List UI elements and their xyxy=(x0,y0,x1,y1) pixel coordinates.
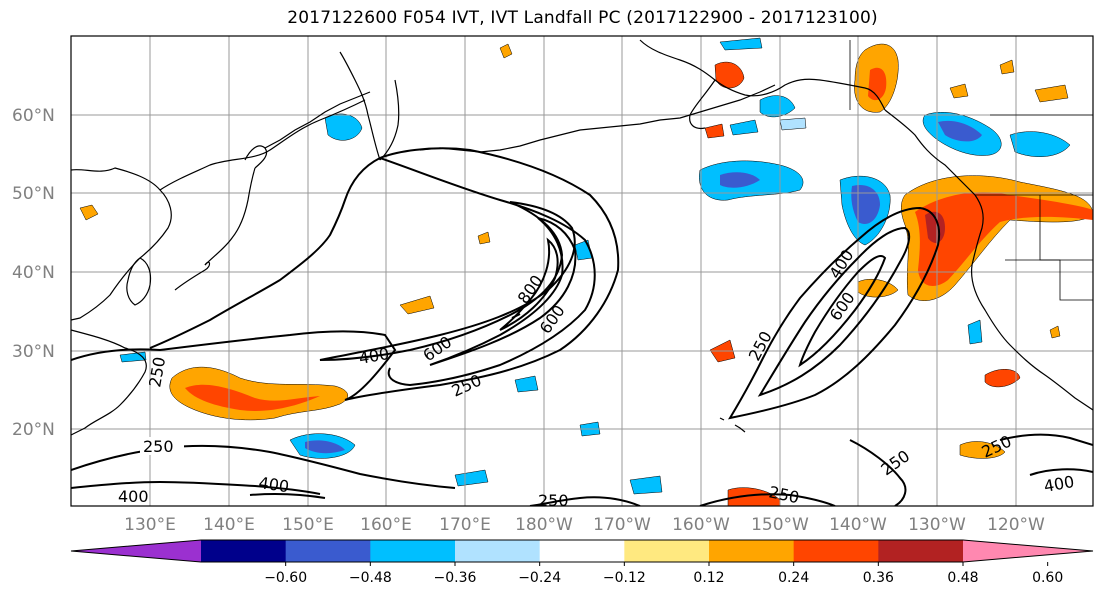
ivt-contour-250 xyxy=(71,147,620,401)
ivt-contour-400 xyxy=(71,480,321,495)
lon-label: 130°E xyxy=(124,515,176,535)
lon-label: 130°W xyxy=(908,515,966,535)
ivt-contour-250 xyxy=(529,496,641,506)
colorbar-outline xyxy=(70,539,1094,563)
ivt-contour-250 xyxy=(699,493,836,506)
colorbar-tick-label: 0.48 xyxy=(947,570,978,586)
lat-label: 30°N xyxy=(12,342,55,362)
lon-label: 180°W xyxy=(515,515,573,535)
ivt-contour-250 xyxy=(727,206,940,420)
colorbar-segment xyxy=(201,540,287,562)
colorbar-tick-label: 0.24 xyxy=(778,570,809,586)
ivt-contour-800 xyxy=(511,313,521,319)
ivt-contour-250 xyxy=(71,444,456,489)
colorbar-segment xyxy=(963,540,1093,562)
ivt-contour-400 xyxy=(319,201,576,361)
contour-label: 400 xyxy=(118,487,149,506)
ivt-contour-250 xyxy=(999,433,1093,446)
lat-label: 60°N xyxy=(12,106,55,126)
lon-label: 140°E xyxy=(203,515,255,535)
lon-label: 170°W xyxy=(593,515,651,535)
contour-label: 250 xyxy=(143,437,174,456)
ivt-contour-600 xyxy=(429,217,577,366)
latitude-labels: 60°N 50°N 40°N 30°N 20°N xyxy=(12,106,55,440)
gridlines xyxy=(71,36,1093,506)
ivt-contour-600 xyxy=(798,254,887,368)
colorbar-tick-label: −0.60 xyxy=(264,570,307,586)
contour-label: 250 xyxy=(767,482,801,507)
colorbar-tick-label: −0.12 xyxy=(603,570,646,586)
lat-label: 40°N xyxy=(12,263,55,283)
map-title: 2017122600 F054 IVT, IVT Landfall PC (20… xyxy=(287,8,878,28)
lat-label: 20°N xyxy=(12,420,55,440)
lon-label: 160°W xyxy=(672,515,730,535)
ivt-contour-250 xyxy=(379,157,596,387)
colorbar-segment xyxy=(370,540,456,562)
lat-label: 50°N xyxy=(12,184,55,204)
contour-label: 400 xyxy=(257,473,290,496)
ivt-contour-400 xyxy=(1029,468,1093,476)
lon-label: 140°W xyxy=(829,515,887,535)
colorbar: −0.60 −0.48 −0.36 −0.24 −0.12 0.12 0.24 0.36 0.4… xyxy=(70,539,1094,586)
colorbar-segment xyxy=(878,540,964,562)
ivt-contours xyxy=(71,147,1093,506)
colorbar-tick-label: 0.12 xyxy=(693,570,724,586)
ivt-contour-400 xyxy=(757,226,911,397)
colorbar-segment xyxy=(709,540,795,562)
ivt-contour-250 xyxy=(849,439,907,506)
pc-shading xyxy=(79,37,1093,506)
lon-label: 150°W xyxy=(751,515,809,535)
lon-label: 160°E xyxy=(360,515,412,535)
colorbar-tick-label: −0.48 xyxy=(349,570,392,586)
map-frame xyxy=(70,35,1094,507)
longitude-labels: 130°E 140°E 150°E 160°E 170°E 180°W 170°… xyxy=(124,515,1045,535)
colorbar-tick-label: 0.60 xyxy=(1032,570,1063,586)
colorbar-segment xyxy=(624,540,710,562)
colorbar-tick-label: −0.24 xyxy=(518,570,561,586)
colorbar-tick-label: −0.36 xyxy=(434,570,477,586)
contour-label: 250 xyxy=(538,491,569,510)
ivt-contour-600 xyxy=(249,493,326,499)
lon-label: 170°E xyxy=(439,515,491,535)
boundaries xyxy=(849,40,1093,301)
ivt-contour-800 xyxy=(499,237,559,331)
colorbar-segment xyxy=(285,540,371,562)
colorbar-tick-label: 0.36 xyxy=(863,570,894,586)
lon-label: 150°E xyxy=(282,515,334,535)
colorbar-segment xyxy=(455,540,541,562)
positive-patch xyxy=(169,366,348,421)
colorbar-segment xyxy=(793,540,879,562)
colorbar-segment xyxy=(71,540,201,562)
colorbar-segment xyxy=(539,540,625,562)
lon-label: 120°W xyxy=(987,515,1045,535)
